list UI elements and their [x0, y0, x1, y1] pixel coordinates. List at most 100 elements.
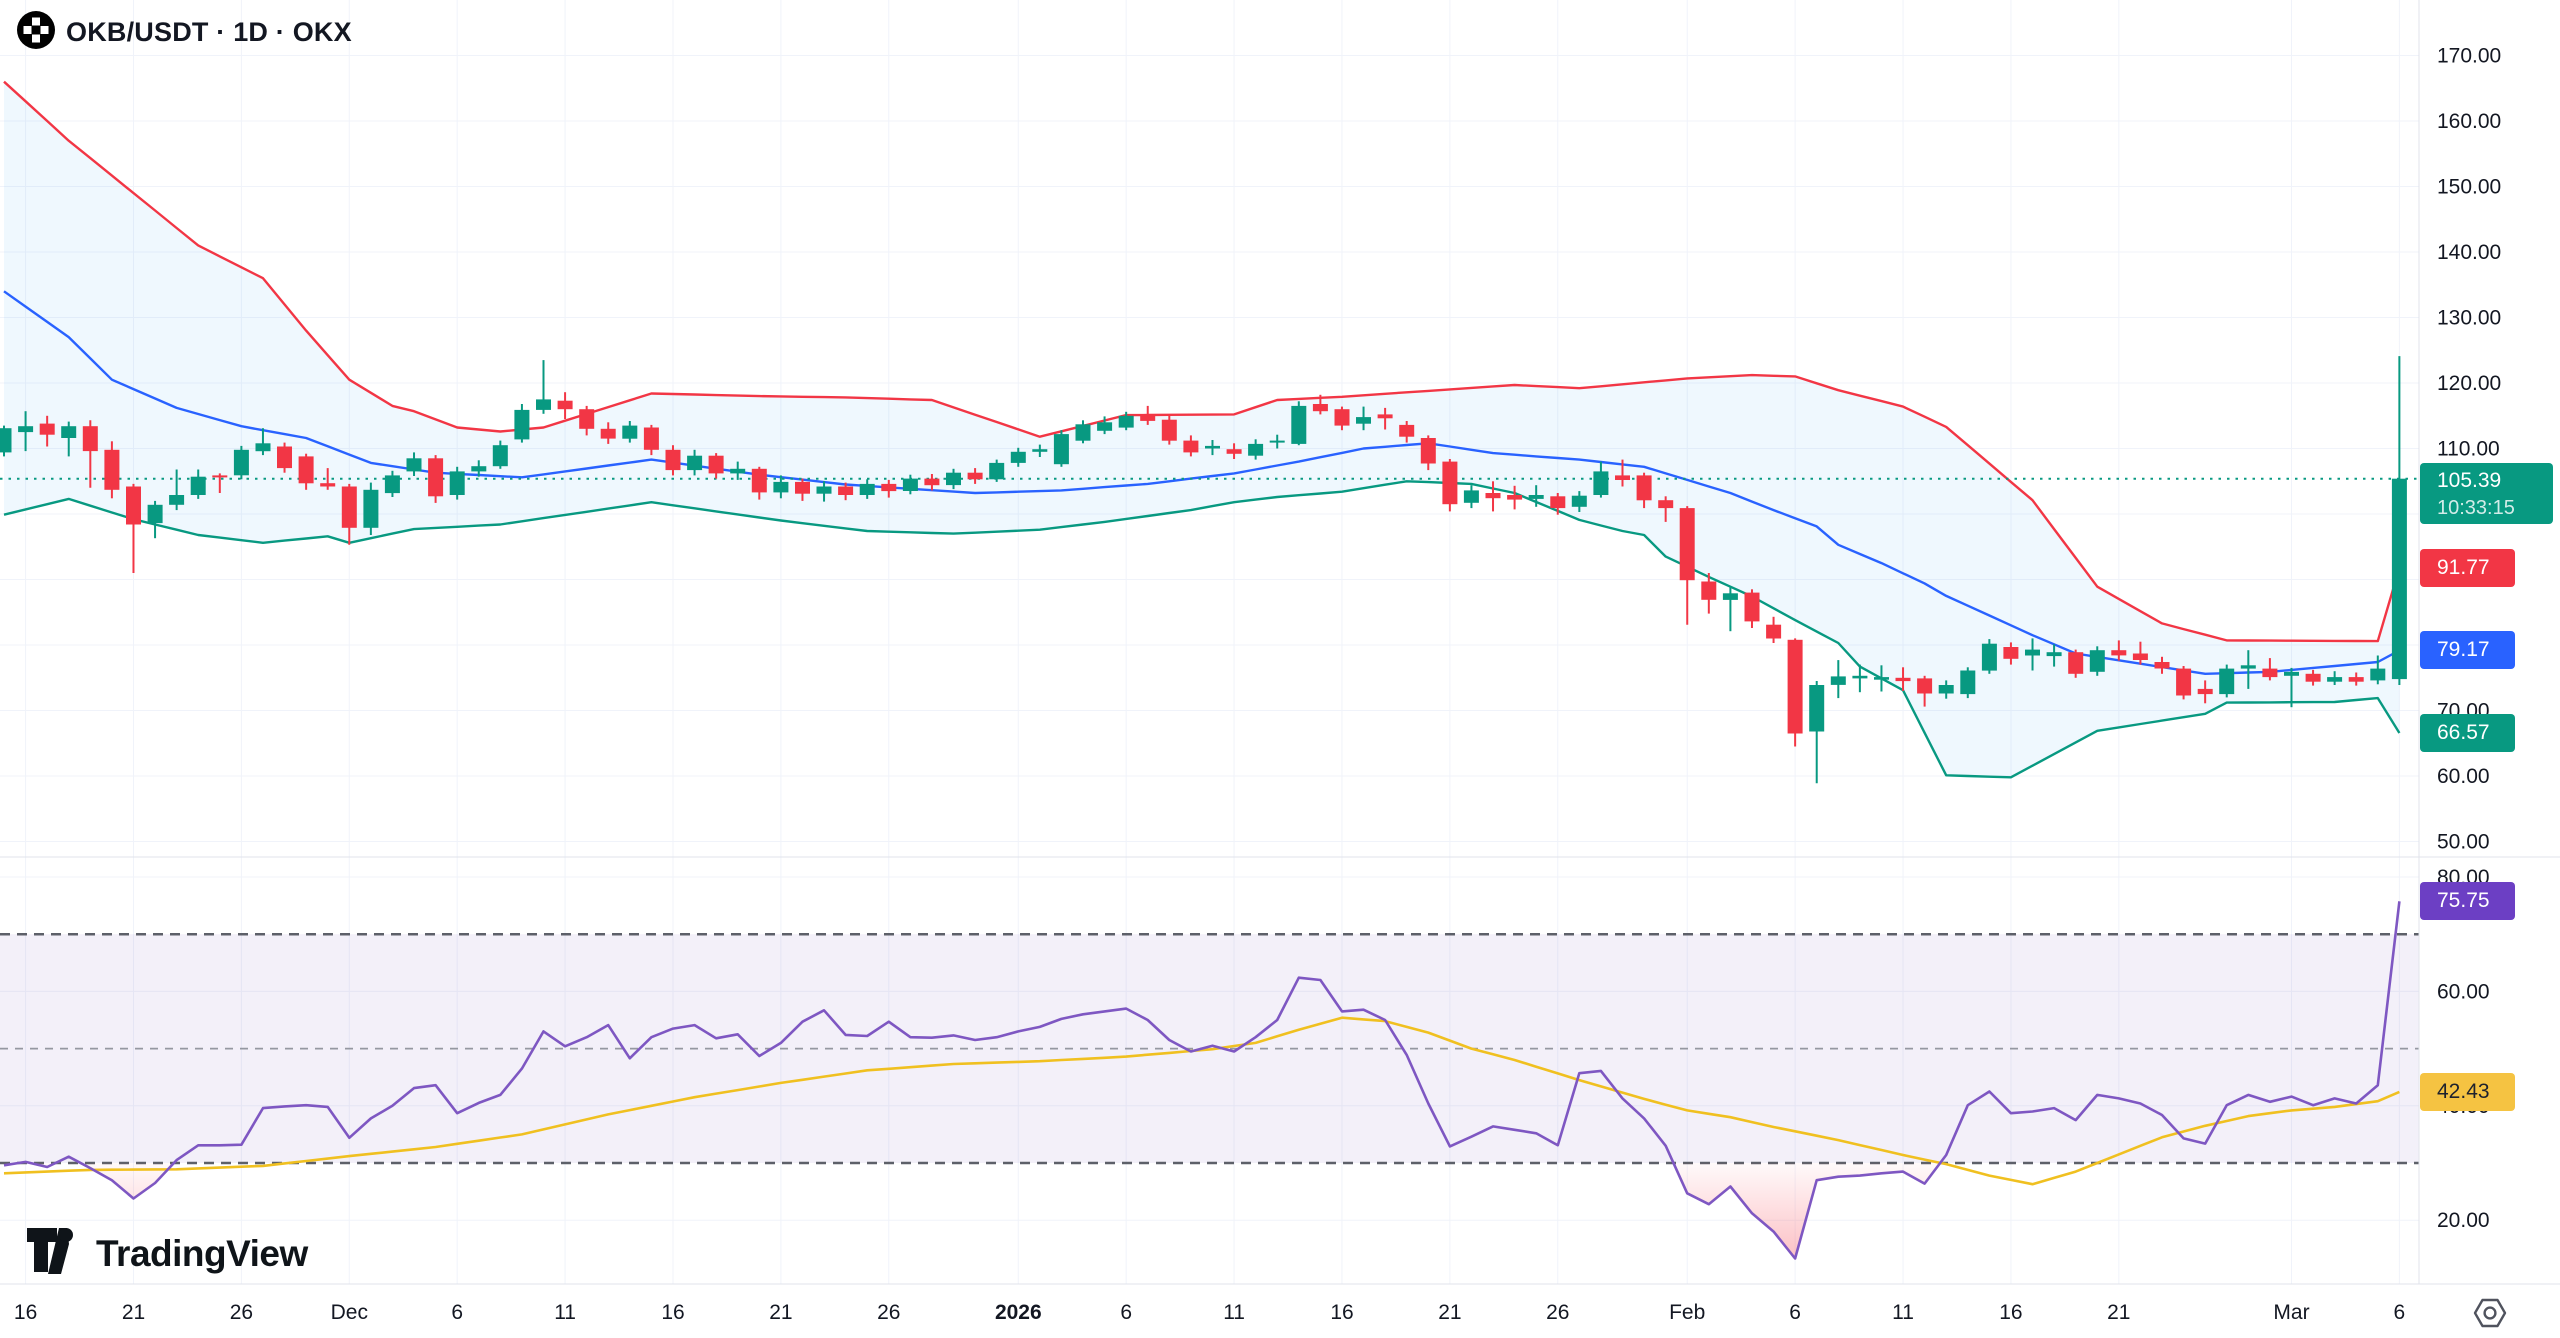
candle-body — [1550, 496, 1566, 509]
candle-body — [687, 455, 703, 471]
okx-logo-icon — [17, 11, 55, 54]
candle-body — [2391, 478, 2407, 680]
candle-body — [169, 495, 185, 505]
rsi-line — [3, 901, 2401, 1260]
time-axis-area[interactable] — [0, 1284, 2560, 1338]
time-axis-settings-button[interactable] — [2472, 1295, 2508, 1331]
candle-body — [428, 458, 444, 497]
candle-body — [2132, 653, 2148, 660]
candle-body — [1334, 409, 1350, 426]
candle-body — [39, 423, 55, 435]
candle-body — [967, 472, 983, 480]
candle-body — [1097, 422, 1113, 431]
symbol-header: OKB/USDT · 1D · OKX — [17, 11, 352, 54]
bb-upper-value-label: 91.77 — [2420, 548, 2515, 587]
candle-body — [708, 455, 724, 474]
candle-body — [665, 449, 681, 471]
symbol-title: OKB/USDT · 1D · OKX — [66, 17, 352, 47]
price-tick-label: 170.00 — [2437, 45, 2501, 68]
bb-fill — [4, 81, 2400, 778]
candle-body — [1226, 449, 1242, 454]
candle-body — [2089, 650, 2105, 672]
candle-body — [536, 399, 551, 410]
candle-body — [1140, 414, 1156, 421]
price-tick-label: 160.00 — [2437, 110, 2501, 133]
time-tick-label: 11 — [554, 1301, 576, 1324]
tradingview-mark-icon — [26, 1226, 84, 1281]
candle-body — [514, 409, 530, 440]
candle-body — [298, 456, 314, 484]
candle-body — [1010, 451, 1026, 463]
candle-body — [1032, 449, 1048, 452]
rsi-tick-label: 20.00 — [2437, 1209, 2490, 1232]
candle-body — [1615, 475, 1630, 480]
candle-body — [1744, 592, 1760, 622]
candle-body — [2284, 671, 2299, 676]
candle-body — [1463, 490, 1479, 503]
candle-body — [2197, 688, 2213, 695]
candle-body — [2262, 668, 2278, 678]
price-tick-label: 50.00 — [2437, 831, 2490, 854]
candle-body — [1161, 419, 1177, 441]
time-tick-label: 26 — [877, 1301, 900, 1324]
bb-lower-value-label: 66.57 — [2420, 713, 2515, 752]
candle-body — [1722, 593, 1738, 600]
candle-body — [1420, 438, 1436, 464]
bb-basis-value-label: 79.17 — [2420, 631, 2515, 670]
candle-body — [1938, 685, 1954, 694]
candle-body — [1248, 443, 1264, 456]
candle-body — [126, 486, 141, 525]
candle-body — [2025, 649, 2040, 656]
candle-body — [1075, 424, 1091, 441]
time-tick-label: 16 — [1999, 1301, 2022, 1324]
time-tick-label: 21 — [1438, 1301, 1461, 1324]
candle-body — [1205, 445, 1220, 449]
price-tick-label: 130.00 — [2437, 307, 2501, 330]
candle-body — [2046, 652, 2062, 657]
candle-body — [492, 445, 508, 467]
candle-body — [320, 483, 336, 487]
price-tick-label: 120.00 — [2437, 372, 2501, 395]
bb-upper-line — [3, 80, 2401, 643]
candle-body — [147, 504, 163, 524]
current-price-label: 105.39 10:33:15 — [2420, 462, 2553, 524]
candle-body — [1571, 495, 1587, 507]
candle-body — [1593, 471, 1609, 495]
tradingview-logo[interactable]: TradingView — [26, 1226, 308, 1281]
time-tick-label: 6 — [1120, 1301, 1132, 1324]
time-tick-label: 2026 — [995, 1301, 1042, 1324]
candle-body — [816, 486, 832, 494]
candle-body — [2370, 668, 2386, 681]
candle-body — [1679, 508, 1695, 581]
candle-body — [795, 481, 810, 494]
candle-body — [773, 481, 789, 493]
candle-body — [212, 475, 228, 478]
time-tick-label: 11 — [1892, 1301, 1914, 1324]
candle-body — [902, 478, 918, 491]
candle-body — [1118, 415, 1134, 428]
candle-body — [1917, 678, 1933, 694]
candle-body — [18, 426, 34, 433]
time-tick-label: 16 — [14, 1301, 37, 1324]
candle-body — [2305, 673, 2321, 682]
candle-body — [471, 466, 487, 472]
candle-body — [859, 483, 875, 495]
candle-body — [1183, 440, 1199, 453]
time-tick-label: 21 — [2107, 1301, 2130, 1324]
price-tick-label: 150.00 — [2437, 176, 2501, 199]
candle-body — [2154, 662, 2170, 669]
candle-body — [1399, 424, 1415, 437]
price-tick-label: 60.00 — [2437, 765, 2490, 788]
candle-body — [924, 478, 940, 486]
time-tick-label: 16 — [661, 1301, 684, 1324]
candle-body — [384, 475, 400, 494]
time-tick-label: Dec — [331, 1301, 368, 1324]
candle-body — [1981, 643, 1997, 671]
candle-body — [1852, 675, 1868, 679]
candle-body — [1485, 493, 1501, 499]
candle-body — [1830, 676, 1846, 685]
candle-body — [2219, 668, 2235, 695]
